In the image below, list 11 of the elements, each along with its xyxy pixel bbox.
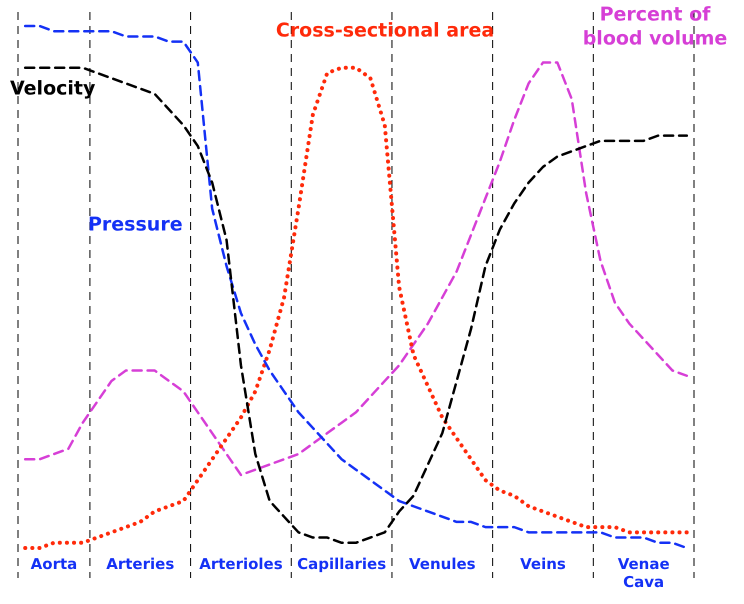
x-tick-label: Arteries (106, 554, 174, 573)
series-label: Pressure (88, 213, 183, 236)
x-tick-label: Arterioles (199, 554, 283, 573)
x-tick-label: Venules (409, 554, 476, 573)
series-label: Percent of blood volume (582, 3, 728, 50)
text: Cross-sectional area (276, 19, 494, 42)
x-tick-label: Capillaries (297, 554, 386, 573)
series-label: Velocity (10, 77, 96, 100)
x-tick-label: Venae Cava (618, 554, 670, 591)
x-tick-label: Veins (520, 554, 566, 573)
x-tick-label: Aorta (30, 554, 78, 573)
